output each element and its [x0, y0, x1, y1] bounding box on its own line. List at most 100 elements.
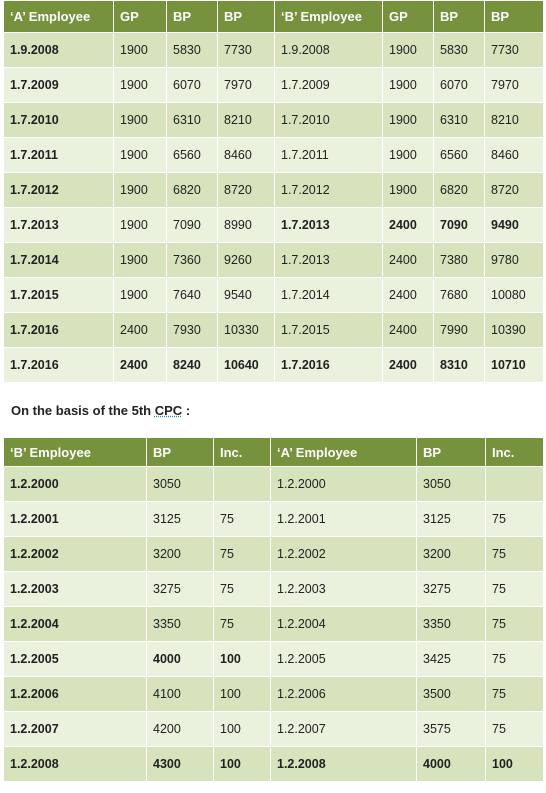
table-cell: 1.7.2015 [3, 277, 114, 313]
table-cell: 75 [485, 571, 544, 607]
table-cell: 8460 [217, 137, 275, 173]
table-cell: 8720 [217, 172, 275, 208]
table-cell: 7090 [433, 207, 485, 243]
table-cell: 10330 [217, 312, 275, 348]
table-cell: 3200 [416, 536, 486, 572]
table-cell: 1.2.2006 [3, 676, 147, 712]
table-cell: 6820 [166, 172, 218, 208]
table-cell: 3275 [146, 571, 214, 607]
table-row: 1.7.2009 1900 6070 7970 1.7.2009 1900 6070 7970 [3, 67, 544, 103]
table-cell: 1900 [113, 242, 167, 278]
table-cell: 7970 [484, 67, 544, 103]
column-header: ‘B’ Employee [3, 437, 147, 467]
table-cell: 1900 [113, 172, 167, 208]
table-cell: 1.2.2002 [270, 536, 417, 572]
table-row: 1.2.2000 3050 1.2.2000 3050 [3, 466, 544, 502]
table-cell: 2400 [382, 347, 434, 383]
table-cell: 1900 [382, 137, 434, 173]
table-row: 1.7.2010 1900 6310 8210 1.7.2010 1900 6310 8210 [3, 102, 544, 138]
table-cell [213, 466, 271, 502]
table-row: 1.2.2001 3125 75 1.2.2001 3125 75 [3, 501, 544, 537]
table-cell: 1.7.2014 [274, 277, 383, 313]
table-cell: 6560 [433, 137, 485, 173]
table-cell: 3575 [416, 711, 486, 747]
table-cell: 8720 [484, 172, 544, 208]
table-cell: 2400 [382, 207, 434, 243]
table-cell: 75 [213, 571, 271, 607]
table-cell: 7730 [217, 32, 275, 68]
table-cell: 3350 [416, 606, 486, 642]
table-cell: 1.7.2016 [3, 347, 114, 383]
table-cell: 1.2.2003 [270, 571, 417, 607]
column-header: ‘A’ Employee [3, 0, 114, 33]
table-row: 1.7.2014 1900 7360 9260 1.7.2013 2400 7380 9780 [3, 242, 544, 278]
table-cell: 1.9.2008 [3, 32, 114, 68]
table-cell: 100 [485, 746, 544, 782]
table-cell: 9490 [484, 207, 544, 243]
table-cell: 1900 [113, 137, 167, 173]
table-row: 1.7.2013 1900 7090 8990 1.7.2013 2400 7090 9490 [3, 207, 544, 243]
table-cell: 75 [213, 606, 271, 642]
table-row: 1.7.2012 1900 6820 8720 1.7.2012 1900 6820 8720 [3, 172, 544, 208]
table-cell: 3425 [416, 641, 486, 677]
table-cell: 1.2.2005 [270, 641, 417, 677]
table-cell: 7090 [166, 207, 218, 243]
cpc-abbrev: CPC [154, 403, 183, 418]
table-cell: 1900 [113, 102, 167, 138]
table-row: 1.2.2006 4100 100 1.2.2006 3500 75 [3, 676, 544, 712]
table-cell: 1.9.2008 [274, 32, 383, 68]
table-cell: 7930 [166, 312, 218, 348]
table-cell: 1.7.2015 [274, 312, 383, 348]
column-header: BP [217, 0, 275, 33]
table-cell: 1.2.2008 [3, 746, 147, 782]
table-cell: 1.2.2004 [270, 606, 417, 642]
table-cell: 8310 [433, 347, 485, 383]
basis-caption: On the basis of the 5th CPC : [11, 403, 191, 418]
table-cell: 3275 [416, 571, 486, 607]
table-cell: 1900 [113, 277, 167, 313]
table-row: 1.2.2003 3275 75 1.2.2003 3275 75 [3, 571, 544, 607]
table-row: 1.7.2011 1900 6560 8460 1.7.2011 1900 6560 8460 [3, 137, 544, 173]
table-cell: 1.2.2000 [3, 466, 147, 502]
table-row: 1.2.2002 3200 75 1.2.2002 3200 75 [3, 536, 544, 572]
table-cell: 2400 [382, 312, 434, 348]
table-cell: 75 [485, 641, 544, 677]
table-cell: 2400 [382, 242, 434, 278]
table-cell: 3500 [416, 676, 486, 712]
table-row: 1.7.2016 2400 7930 10330 1.7.2015 2400 7990 103… [3, 312, 544, 348]
table-cell: 6820 [433, 172, 485, 208]
header-row: ‘A’ Employee GP BP BP ‘B’ Employee GP BP BP [3, 0, 544, 33]
table-cell: 7680 [433, 277, 485, 313]
table-cell [485, 466, 544, 502]
table-cell: 7970 [217, 67, 275, 103]
column-header: Inc. [485, 437, 544, 467]
table-cell: 1.7.2012 [274, 172, 383, 208]
table-cell: 1900 [113, 32, 167, 68]
table-cell: 2400 [113, 347, 167, 383]
table-cell: 4100 [146, 676, 214, 712]
table-cell: 3350 [146, 606, 214, 642]
table-cell: 1900 [382, 172, 434, 208]
table-cell: 1.2.2007 [270, 711, 417, 747]
table-cell: 8240 [166, 347, 218, 383]
table-cell: 1.2.2001 [3, 501, 147, 537]
table-cell: 1900 [113, 207, 167, 243]
table-cell: 1.7.2016 [274, 347, 383, 383]
table-cell: 7640 [166, 277, 218, 313]
table-cell: 1.2.2004 [3, 606, 147, 642]
table-cell: 75 [485, 501, 544, 537]
column-header: BP [416, 437, 486, 467]
table-cell: 5830 [433, 32, 485, 68]
table-cell: 75 [485, 711, 544, 747]
table-cell: 75 [485, 676, 544, 712]
table-cell: 8210 [484, 102, 544, 138]
table-cell: 1.7.2014 [3, 242, 114, 278]
table-row: 1.7.2016 2400 8240 10640 1.7.2016 2400 8310 107… [3, 347, 544, 383]
table-cell: 1900 [382, 67, 434, 103]
table-cell: 6070 [166, 67, 218, 103]
pay-table-5th-cpc: ‘B’ Employee BP Inc. ‘A’ Employee BP Inc. 1.2.… [3, 437, 544, 782]
table-cell: 1900 [382, 32, 434, 68]
table-cell: 6310 [166, 102, 218, 138]
table-cell: 4200 [146, 711, 214, 747]
table-cell: 3125 [416, 501, 486, 537]
